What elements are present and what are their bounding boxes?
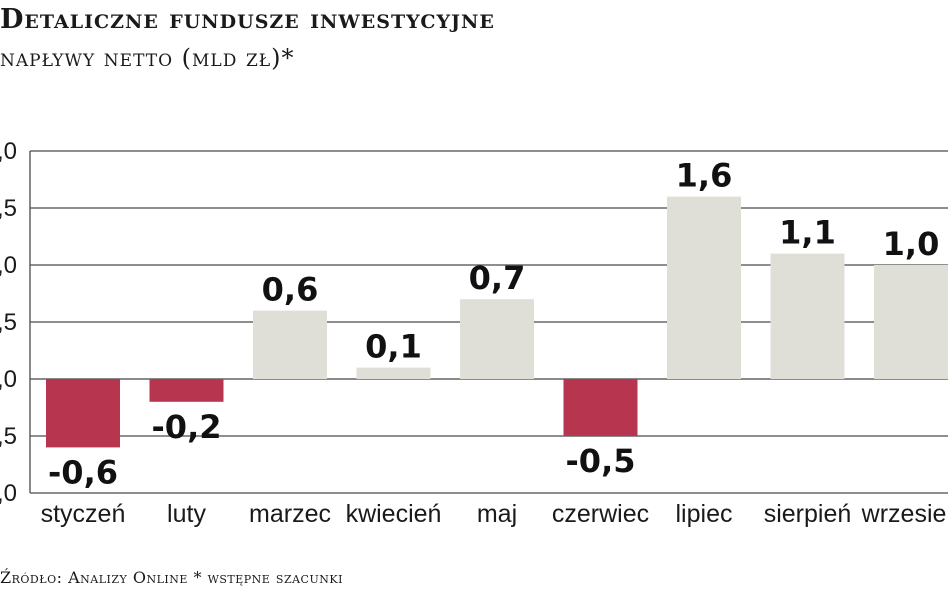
- data-label: 0,7: [469, 259, 526, 297]
- y-tick-label: -1,0: [0, 480, 17, 507]
- x-tick-label: czerwiec: [552, 500, 649, 528]
- x-tick-label: sierpień: [764, 500, 852, 528]
- y-tick-label: 0,0: [0, 366, 17, 393]
- bars: [46, 196, 948, 448]
- data-label: 1,1: [779, 214, 836, 252]
- data-label: -0,2: [152, 408, 222, 446]
- x-tick-label: kwiecień: [346, 500, 442, 528]
- data-labels: -0,6 -0,2 0,6 0,1 0,7 -0,5 1,6 1,1 1,0: [48, 157, 939, 492]
- x-tick-label: maj: [477, 500, 517, 528]
- bar: [770, 253, 845, 379]
- y-tick-label: 1,5: [0, 195, 17, 222]
- x-tick-label: marzec: [249, 500, 331, 528]
- x-tick-label: styczeń: [41, 500, 126, 528]
- y-tick-label: 0,5: [0, 309, 17, 336]
- data-label: 1,0: [883, 225, 940, 263]
- y-tick-label: -0,5: [0, 423, 17, 450]
- bar: [460, 299, 534, 379]
- y-tick-label: 1,0: [0, 252, 17, 279]
- bar: [253, 310, 327, 379]
- x-axis-ticks: styczeń luty marzec kwiecień maj czerwiec lipi…: [41, 500, 948, 528]
- bar: [563, 379, 638, 436]
- x-tick-label: wrzesień: [861, 500, 948, 528]
- chart-subtitle: napływy netto (mld zł)*: [0, 44, 295, 72]
- bar: [149, 379, 224, 402]
- chart-title: Detaliczne fundusze inwestycyjne: [0, 4, 495, 35]
- data-label: 0,6: [262, 271, 319, 309]
- bar: [356, 367, 431, 379]
- data-label: -0,5: [566, 442, 636, 480]
- y-tick-label: 2,0: [0, 138, 17, 165]
- x-tick-label: luty: [167, 500, 206, 528]
- y-axis-ticks: 2,0 1,5 1,0 0,5 0,0 -0,5 -1,0: [0, 138, 17, 507]
- x-tick-label: lipiec: [676, 500, 733, 528]
- data-label: 1,6: [676, 157, 733, 195]
- bar: [874, 265, 948, 379]
- data-label: 0,1: [365, 328, 422, 366]
- source-note: Źródło: Analizy Online * wstępne szacunk…: [0, 568, 343, 587]
- bar: [667, 196, 741, 379]
- data-label: -0,6: [48, 453, 118, 491]
- bar: [46, 379, 120, 448]
